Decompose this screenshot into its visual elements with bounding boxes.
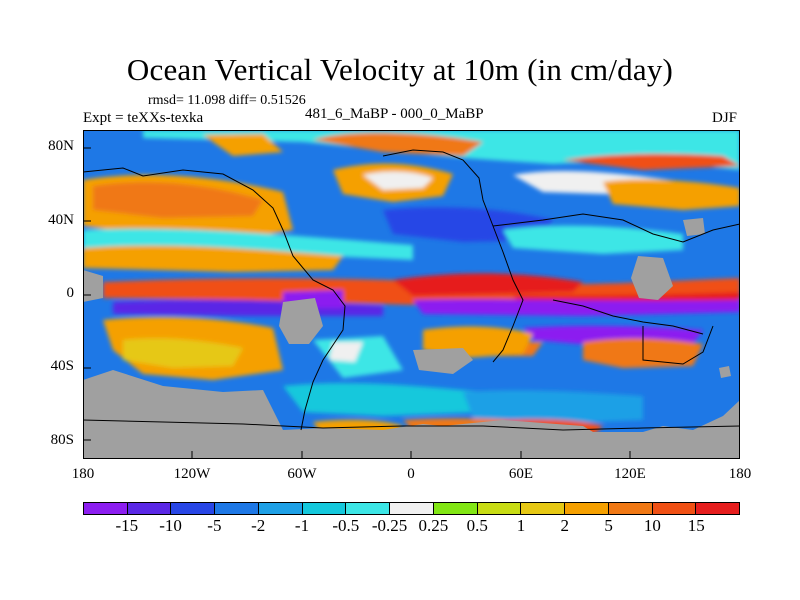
colorbar-tick-label: 10 — [643, 516, 661, 535]
map-field — [83, 130, 740, 459]
map-title: Ocean Vertical Velocity at 10m (in cm/da… — [126, 52, 674, 87]
colorbar-tick-label: -2 — [251, 516, 266, 535]
colorbar-tick-label: 5 — [604, 516, 613, 535]
colorbar-segment — [127, 503, 172, 514]
colorbar-tick-label: 1 — [516, 516, 526, 535]
colorbar-segment — [171, 503, 216, 514]
colorbar-tick-label: 0.5 — [466, 516, 488, 535]
stats-text: rmsd= 11.098 diff= 0.51526 — [148, 93, 306, 108]
colorbar-segment — [696, 503, 740, 514]
colorbar-segment — [521, 503, 566, 514]
colorbar-segment — [346, 503, 391, 514]
lon-tick-label: 120E — [614, 466, 646, 482]
lon-tick-label: 60E — [508, 466, 534, 482]
colorbar-tick-label: -5 — [207, 516, 222, 535]
coastlines — [83, 149, 740, 431]
colorbar-tick-label: 0.25 — [418, 516, 449, 535]
colorbar-segment — [215, 503, 259, 514]
lon-tick-label: 60W — [287, 466, 317, 482]
lat-tick-label: 0 — [66, 285, 75, 301]
colorbar-segment — [433, 503, 478, 514]
colorbar-tick-label: 15 — [687, 516, 705, 535]
case-label: 481_6_MaBP - 000_0_MaBP — [305, 106, 484, 122]
lon-tick-label: 0 — [407, 466, 415, 482]
colorbar-segment — [477, 503, 522, 514]
experiment-label: Expt = teXXs-texka — [83, 110, 204, 126]
colorbar-tick-label: -0.5 — [332, 516, 360, 535]
colorbar-segment — [565, 503, 609, 514]
colorbar-tick-label: -1 — [294, 516, 310, 535]
colorbar-tick-label: -10 — [159, 516, 182, 535]
lon-tick-label: 120W — [173, 466, 211, 482]
season-label: DJF — [712, 110, 738, 126]
colorbar-tick-label: -15 — [115, 516, 139, 535]
lat-tick-label: 40N — [48, 212, 74, 228]
colorbar-segment — [652, 503, 697, 514]
colorbar — [83, 502, 740, 515]
map-plot — [83, 130, 740, 459]
lon-tick-label: 180 — [71, 466, 95, 482]
velocity-bands — [83, 130, 740, 436]
lat-tick-label: 80N — [48, 138, 74, 154]
land-mask — [83, 218, 740, 459]
lat-tick-label: 80S — [50, 432, 74, 448]
colorbar-segment — [258, 503, 303, 514]
colorbar-tick-label: -0.25 — [371, 516, 408, 535]
colorbar-tick-label: 2 — [560, 516, 570, 535]
colorbar-segment — [608, 503, 653, 514]
lat-tick-label: 40S — [50, 358, 74, 374]
axis-ticks — [83, 147, 631, 459]
colorbar-segment — [302, 503, 347, 514]
colorbar-segment — [390, 503, 434, 514]
lon-tick-label: 180 — [728, 466, 752, 482]
colorbar-segment — [84, 503, 128, 514]
